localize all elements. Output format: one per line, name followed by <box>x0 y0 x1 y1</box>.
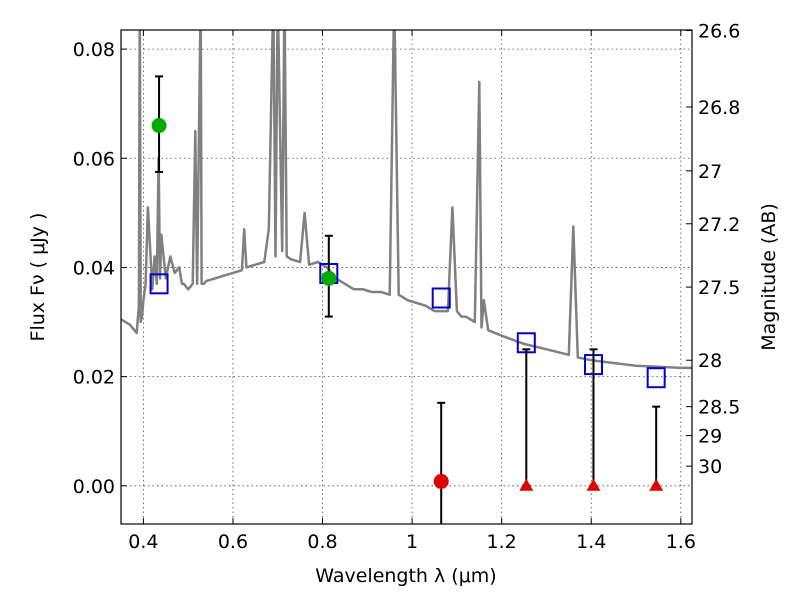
y2-tick-label: 28.5 <box>698 397 740 419</box>
y2-tick-label: 27.5 <box>698 277 740 299</box>
y-tick-label: 0.02 <box>73 367 115 389</box>
y-tick-label: 0.06 <box>73 148 115 170</box>
y-tick-label: 0.08 <box>73 39 115 61</box>
y2-tick-label: 27 <box>698 161 722 183</box>
x-tick-label: 0.8 <box>307 531 337 553</box>
y-tick-label: 0.00 <box>73 476 115 498</box>
y2-tick-label: 26.8 <box>698 97 740 119</box>
grid-lines <box>121 30 692 524</box>
x-tick-label: 1.2 <box>487 531 517 553</box>
y2-tick-label: 27.2 <box>698 214 740 236</box>
model-photometry-square <box>646 367 666 389</box>
y-axis-label: Flux Fν ( μJy ) <box>27 213 49 342</box>
upper-limit-triangle <box>649 478 664 491</box>
x-tick-label: 0.6 <box>218 531 248 553</box>
model-photometry-square <box>431 287 451 309</box>
model-spectrum-line <box>121 30 692 370</box>
x-axis-label: Wavelength λ (μm) <box>315 565 496 587</box>
y2-tick-label: 26.6 <box>698 21 740 43</box>
axes: 0.4 0.6 0.8 1 1.2 1.4 1.6 0.00 0.02 0.04 0.06 0.08 2… <box>73 21 741 553</box>
model-photometry-square <box>149 273 169 295</box>
plot-data <box>121 30 692 524</box>
x-tick-label: 1.6 <box>666 531 696 553</box>
y2-tick-label: 30 <box>698 456 722 478</box>
x-tick-label: 1.4 <box>576 531 606 553</box>
y-tick-label: 0.04 <box>73 257 115 279</box>
plot-frame <box>120 29 693 525</box>
detection-point <box>151 118 167 134</box>
x-tick-label: 1 <box>406 531 418 553</box>
detection-point <box>321 270 337 286</box>
upper-limit-triangle <box>519 478 534 491</box>
weak-detection-point <box>433 473 449 489</box>
upper-limit-triangle <box>586 478 601 491</box>
y2-axis-label: Magnitude (AB) <box>758 203 780 351</box>
y2-tick-label: 29 <box>698 426 722 448</box>
x-tick-label: 0.4 <box>128 531 158 553</box>
y2-tick-label: 28 <box>698 350 722 372</box>
